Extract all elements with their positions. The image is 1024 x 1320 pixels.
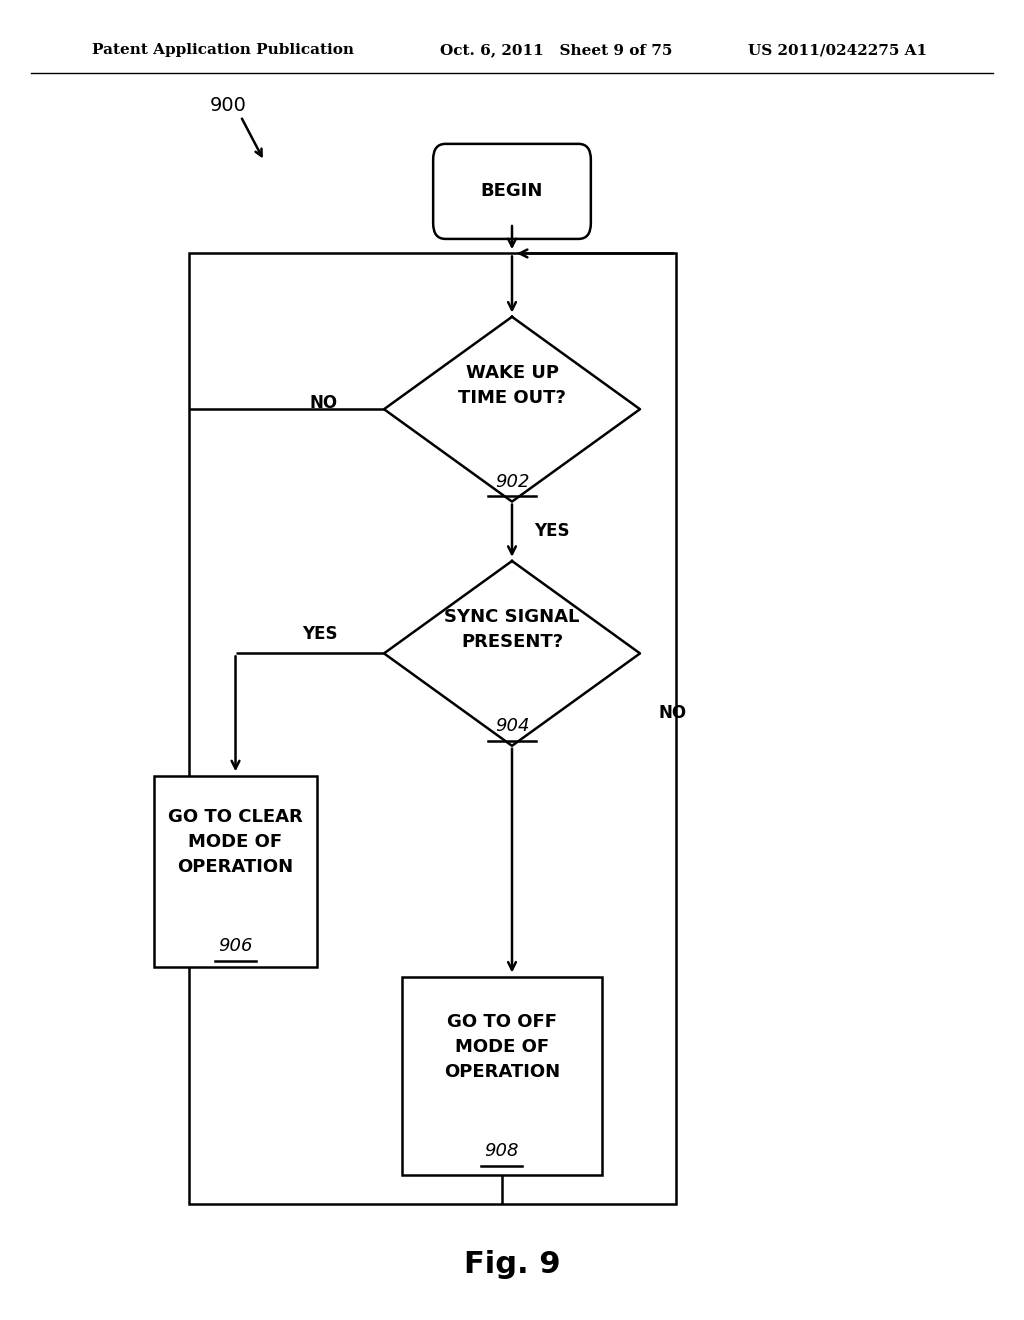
Text: 908: 908 [484,1142,519,1160]
Text: Fig. 9: Fig. 9 [464,1250,560,1279]
Bar [401,977,601,1175]
Text: 904: 904 [495,717,529,735]
Text: Oct. 6, 2011   Sheet 9 of 75: Oct. 6, 2011 Sheet 9 of 75 [440,44,673,57]
Text: GO TO OFF
MODE OF
OPERATION: GO TO OFF MODE OF OPERATION [443,1012,560,1081]
Text: NO: NO [658,704,686,722]
Text: 902: 902 [495,473,529,491]
Text: GO TO CLEAR
MODE OF
OPERATION: GO TO CLEAR MODE OF OPERATION [168,808,303,876]
Text: NO: NO [310,393,338,412]
Text: WAKE UP
TIME OUT?: WAKE UP TIME OUT? [458,364,566,407]
Text: BEGIN: BEGIN [481,182,543,201]
Bar [154,776,317,966]
Text: 900: 900 [210,96,247,115]
Text: SYNC SIGNAL
PRESENT?: SYNC SIGNAL PRESENT? [444,609,580,651]
Bar [189,253,676,1204]
Text: YES: YES [535,521,570,540]
Text: 906: 906 [218,937,253,956]
FancyBboxPatch shape [433,144,591,239]
Text: YES: YES [302,624,338,643]
Polygon shape [384,317,640,502]
Text: Patent Application Publication: Patent Application Publication [92,44,354,57]
Polygon shape [384,561,640,746]
Text: US 2011/0242275 A1: US 2011/0242275 A1 [748,44,927,57]
